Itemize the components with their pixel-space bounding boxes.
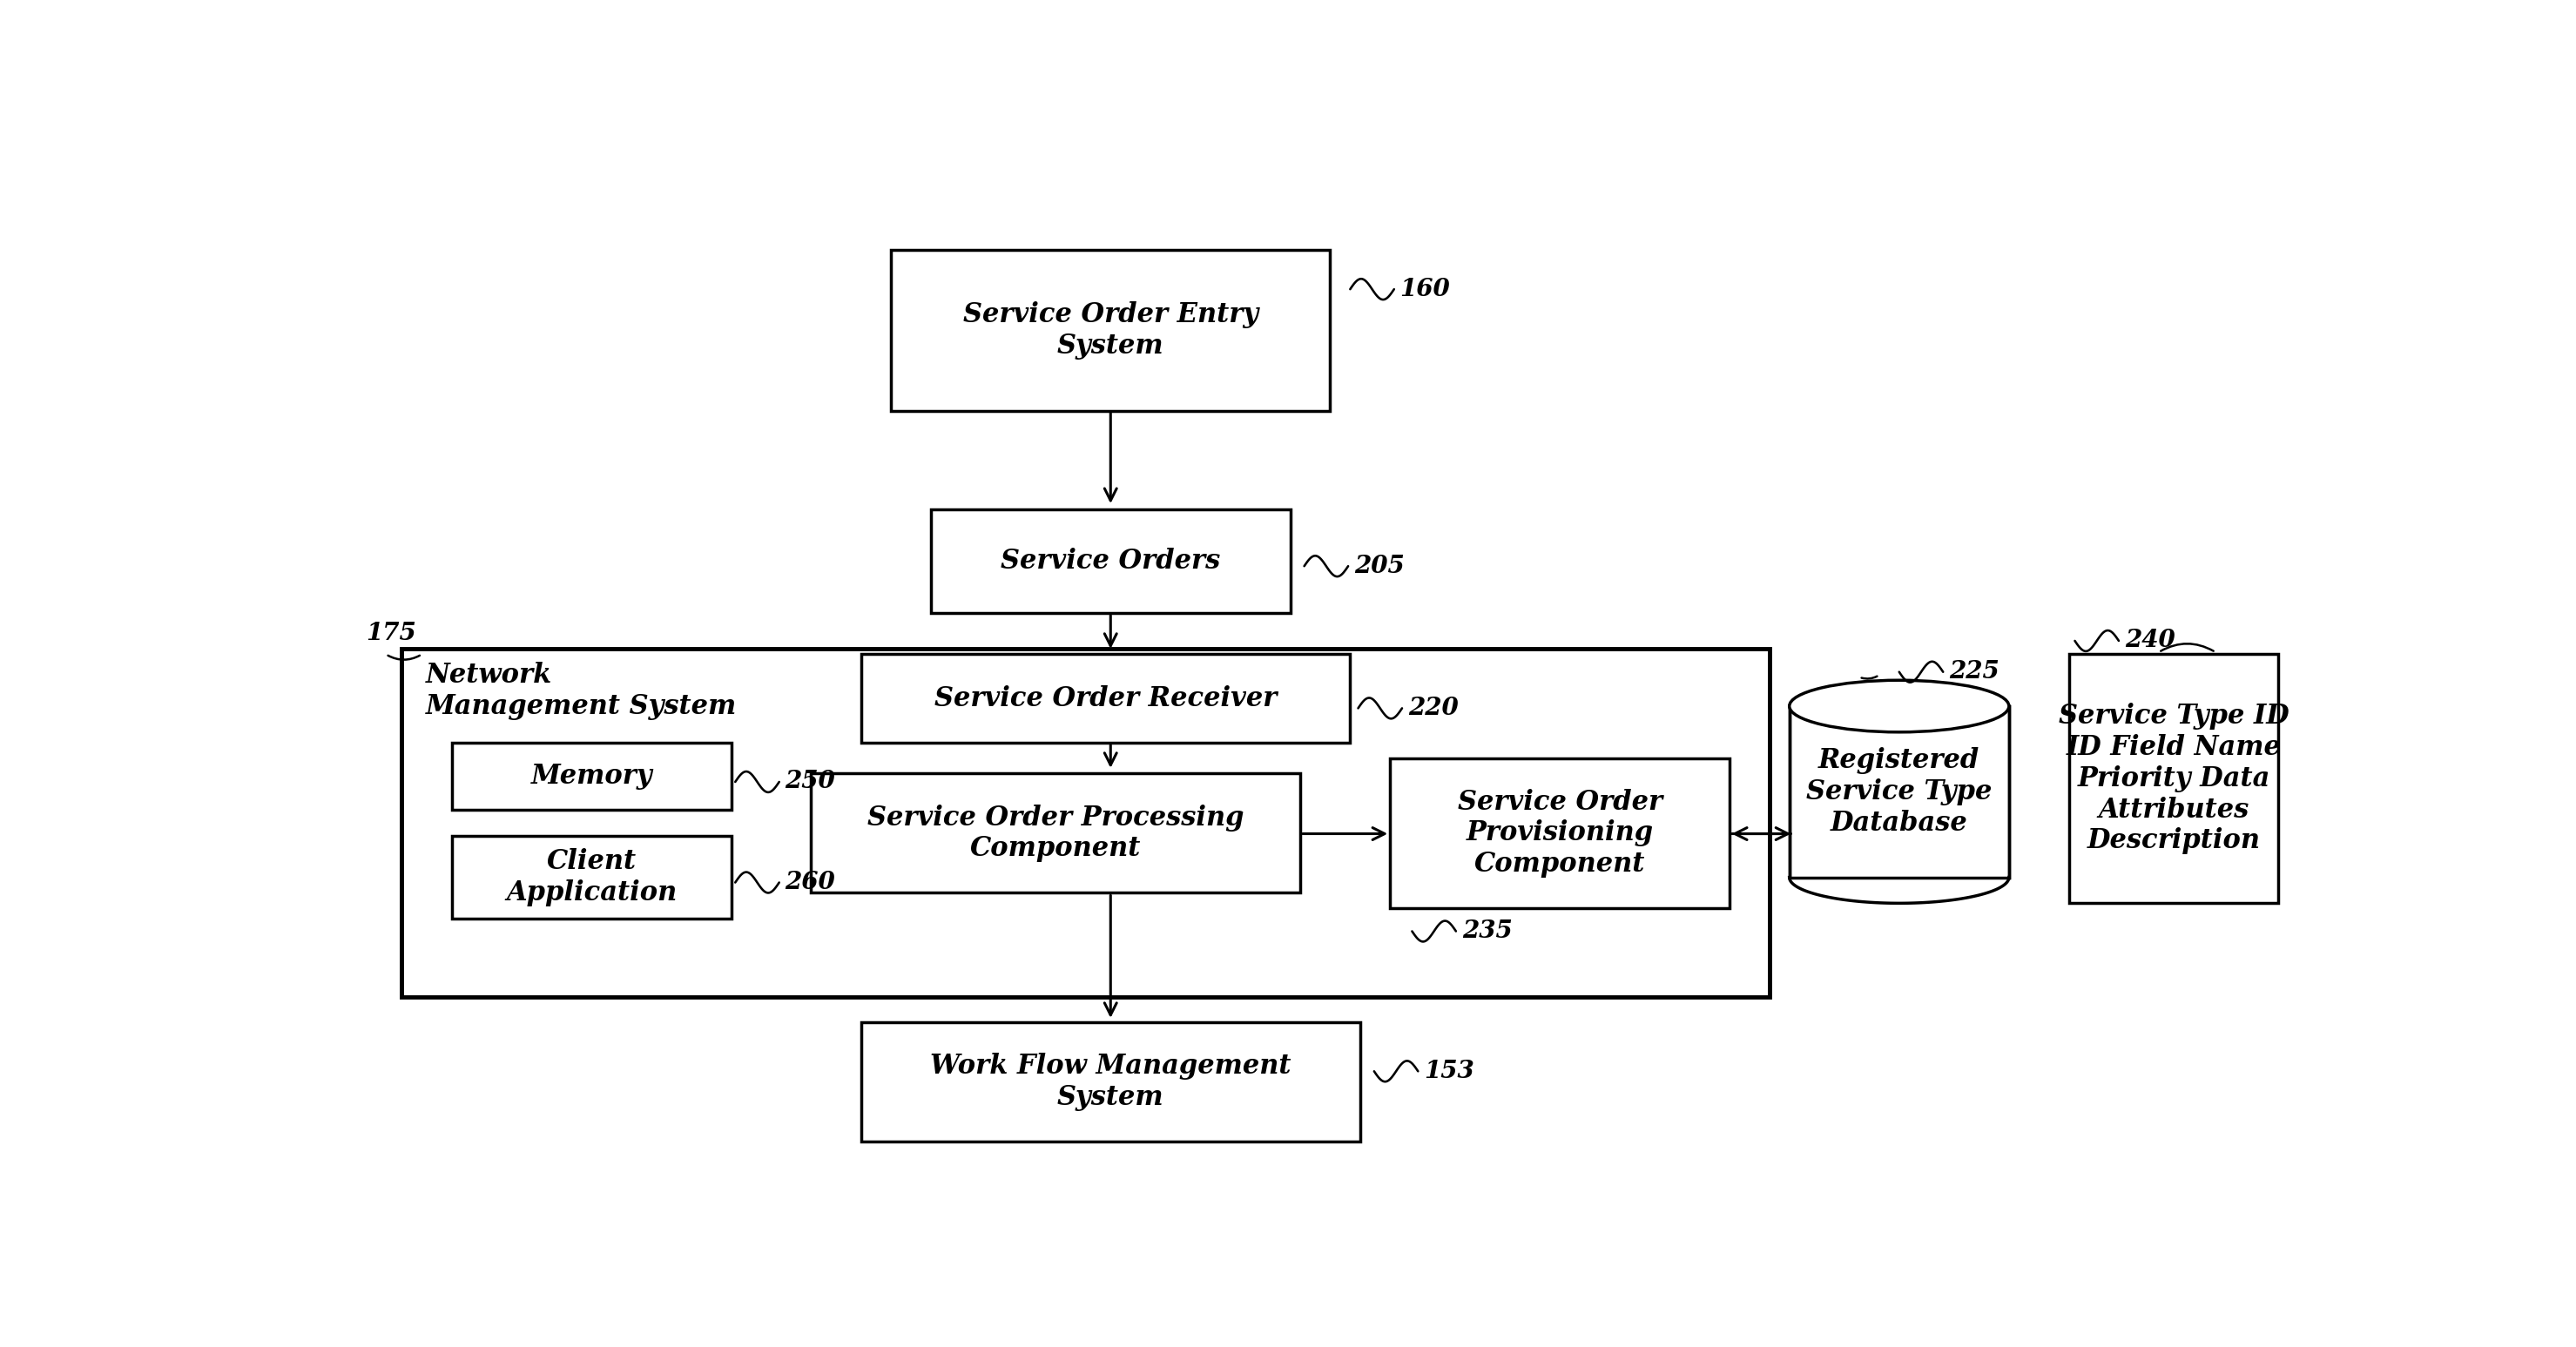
Text: Work Flow Management
System: Work Flow Management System <box>930 1053 1291 1111</box>
Text: 235: 235 <box>1463 920 1512 943</box>
FancyBboxPatch shape <box>451 742 732 810</box>
Text: Network
Management System: Network Management System <box>425 661 737 719</box>
Text: Service Order
Provisioning
Component: Service Order Provisioning Component <box>1458 788 1662 878</box>
Text: Client
Application: Client Application <box>505 849 677 907</box>
Text: Registered
Service Type
Database: Registered Service Type Database <box>1806 748 1991 836</box>
FancyBboxPatch shape <box>930 509 1291 613</box>
FancyBboxPatch shape <box>1391 758 1728 908</box>
Text: 260: 260 <box>786 870 835 894</box>
Text: Service Type ID
ID Field Name
Priority Data
Attributes
Description: Service Type ID ID Field Name Priority D… <box>2058 703 2290 854</box>
Text: Service Order Receiver: Service Order Receiver <box>935 684 1278 711</box>
Bar <box>1790 706 2009 877</box>
FancyBboxPatch shape <box>402 649 1770 997</box>
FancyBboxPatch shape <box>451 835 732 919</box>
Text: 160: 160 <box>1401 277 1450 300</box>
FancyBboxPatch shape <box>860 1022 1360 1142</box>
Text: 250: 250 <box>786 770 835 793</box>
FancyBboxPatch shape <box>891 249 1329 411</box>
Text: 240: 240 <box>2125 629 2174 652</box>
Text: Service Order Entry
System: Service Order Entry System <box>963 302 1257 360</box>
Text: 175: 175 <box>366 622 417 645</box>
FancyBboxPatch shape <box>860 655 1350 742</box>
Text: 225: 225 <box>1950 660 1999 684</box>
Text: 220: 220 <box>1409 696 1458 721</box>
FancyBboxPatch shape <box>2069 655 2280 904</box>
Ellipse shape <box>1790 680 2009 733</box>
Text: 153: 153 <box>1425 1060 1473 1083</box>
Text: Service Orders: Service Orders <box>999 547 1221 574</box>
Text: Memory: Memory <box>531 762 652 789</box>
Text: Service Order Processing
Component: Service Order Processing Component <box>868 804 1244 862</box>
Text: 205: 205 <box>1355 555 1404 578</box>
FancyBboxPatch shape <box>811 773 1301 893</box>
